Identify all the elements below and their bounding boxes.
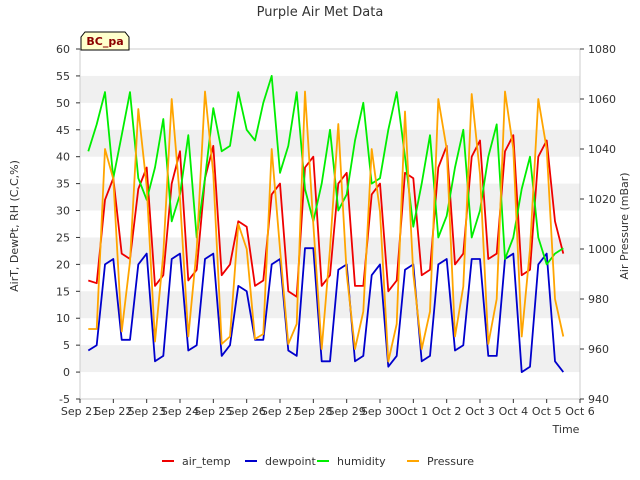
y-left-tick-label: 55 (56, 70, 70, 83)
x-tick-label: Oct 3 (465, 405, 495, 418)
y-left-tick-label: 15 (56, 285, 70, 298)
x-tick-label: Sep 28 (294, 405, 332, 418)
y-right-tick-label: 960 (588, 343, 609, 356)
y-left-tick-label: -5 (59, 393, 70, 406)
x-tick-label: Oct 6 (565, 405, 595, 418)
grid-band (80, 183, 580, 211)
series-line-pressure (88, 90, 565, 363)
series-lines (87, 75, 565, 374)
y-right-tick-label: 1000 (588, 243, 616, 256)
y-right-tick-label: 1060 (588, 93, 616, 106)
badge-label: BC_pa (86, 35, 123, 48)
chart-title: Purple Air Met Data (257, 5, 384, 20)
x-tick-label: Oct 2 (432, 405, 462, 418)
y-right-tick-label: 1040 (588, 143, 616, 156)
y-axis-right-label: Air Pressure (mBar) (618, 172, 631, 279)
y-left-tick-label: 25 (56, 231, 70, 244)
x-tick-label: Oct 4 (499, 405, 529, 418)
grid-band (80, 291, 580, 319)
y-left-tick-label: 60 (56, 43, 70, 56)
y-right-tick-label: 1080 (588, 43, 616, 56)
x-tick-label: Sep 30 (361, 405, 399, 418)
series-line-dewpoint (87, 247, 565, 374)
y-left-tick-label: 45 (56, 124, 70, 137)
x-tick-label: Sep 21 (61, 405, 99, 418)
y-axis-left-label: AirT, DewPt, RH (C,C,%) (8, 160, 21, 292)
x-tick-label: Sep 25 (194, 405, 232, 418)
legend-label: dewpoint (265, 455, 316, 468)
y-right-tick-label: 940 (588, 393, 609, 406)
x-tick-label: Oct 5 (532, 405, 562, 418)
y-left-tick-label: 50 (56, 97, 70, 110)
x-tick-label: Oct 1 (399, 405, 429, 418)
x-tick-label: Sep 29 (328, 405, 366, 418)
series-line-humidity (87, 75, 564, 266)
y-axis-right: 940 960 980 1000 1020 1040 1060 1080 (580, 43, 616, 406)
plot-frame (79, 48, 581, 400)
y-left-tick-label: 40 (56, 151, 70, 164)
legend-label: air_temp (182, 455, 231, 468)
legend-label: humidity (337, 455, 386, 468)
y-left-tick-label: 20 (56, 258, 70, 271)
y-right-tick-label: 980 (588, 293, 609, 306)
x-tick-label: Sep 24 (161, 405, 199, 418)
y-axis-left: -5 0 5 10 15 20 25 30 35 40 45 50 55 60 (56, 43, 80, 406)
y-left-tick-label: 30 (56, 205, 70, 218)
x-tick-label: Sep 22 (94, 405, 132, 418)
x-axis-label: Time (552, 423, 580, 436)
legend-label: Pressure (427, 455, 474, 468)
y-left-tick-label: 35 (56, 178, 70, 191)
y-right-tick-label: 1020 (588, 193, 616, 206)
series-line-air-temp (88, 134, 565, 298)
x-tick-label: Sep 26 (228, 405, 266, 418)
legend: air_temp dewpoint humidity Pressure (162, 455, 474, 468)
site-badge: BC_pa (80, 31, 130, 51)
badge-shape (80, 31, 130, 51)
y-left-tick-label: 5 (63, 339, 70, 352)
y-left-tick-label: 10 (56, 312, 70, 325)
grid-band (80, 75, 580, 103)
x-tick-label: Sep 27 (261, 405, 299, 418)
y-left-tick-label: 0 (63, 366, 70, 379)
x-tick-label: Sep 23 (128, 405, 166, 418)
